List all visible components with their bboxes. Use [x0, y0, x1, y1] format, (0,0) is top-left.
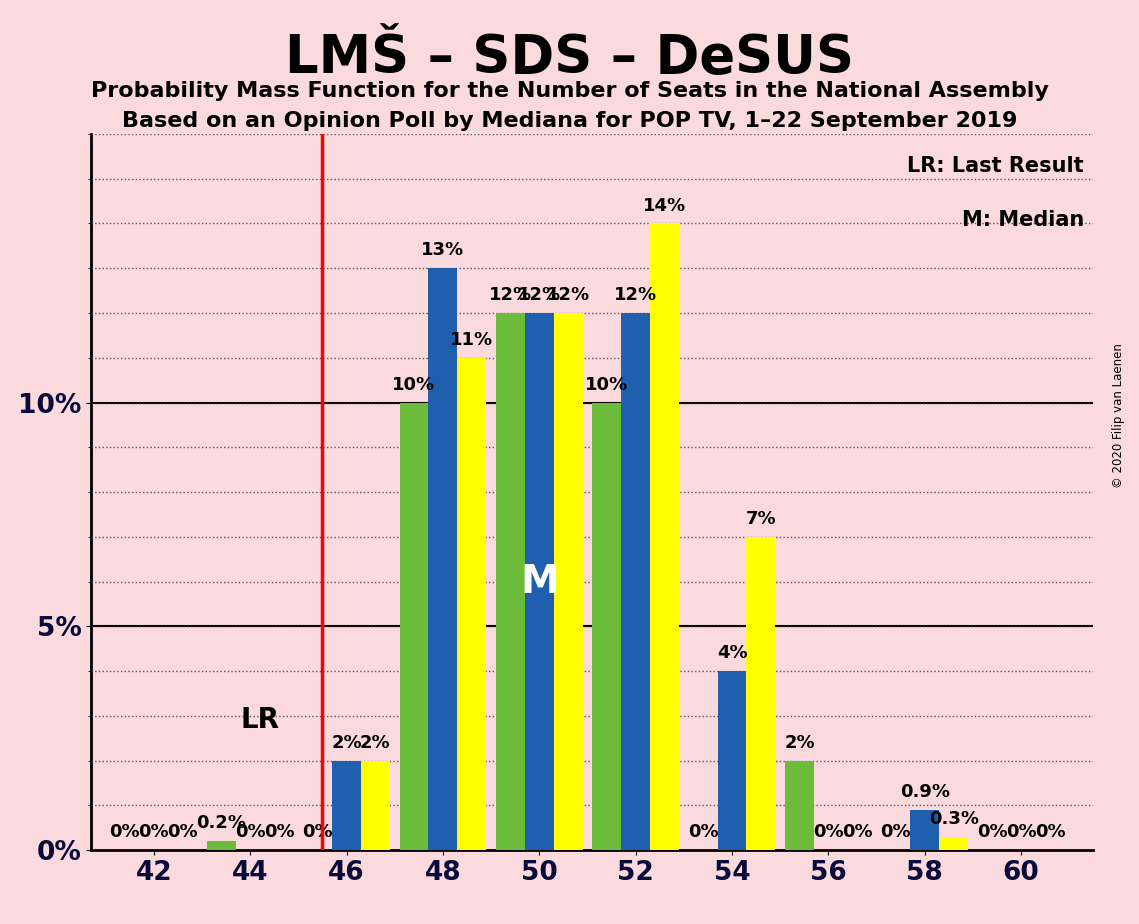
Bar — [525, 313, 554, 850]
Text: 0%: 0% — [1006, 823, 1036, 841]
Bar — [940, 836, 968, 850]
Text: 0%: 0% — [264, 823, 294, 841]
Text: Based on an Opinion Poll by Mediana for POP TV, 1–22 September 2019: Based on an Opinion Poll by Mediana for … — [122, 111, 1017, 131]
Text: 0%: 0% — [813, 823, 844, 841]
Bar — [207, 841, 236, 850]
Bar — [785, 760, 814, 850]
Text: 0%: 0% — [1034, 823, 1065, 841]
Bar — [333, 760, 361, 850]
Text: 13%: 13% — [421, 241, 465, 260]
Text: 12%: 12% — [489, 286, 532, 304]
Text: Probability Mass Function for the Number of Seats in the National Assembly: Probability Mass Function for the Number… — [91, 81, 1048, 102]
Bar — [428, 268, 458, 850]
Text: 12%: 12% — [518, 286, 560, 304]
Text: 0.9%: 0.9% — [900, 783, 950, 801]
Text: 4%: 4% — [716, 644, 747, 663]
Bar — [746, 537, 776, 850]
Bar — [554, 313, 583, 850]
Bar — [400, 403, 428, 850]
Text: 0.2%: 0.2% — [196, 814, 246, 833]
Text: 12%: 12% — [547, 286, 590, 304]
Bar — [910, 809, 940, 850]
Bar — [650, 224, 679, 850]
Text: 12%: 12% — [614, 286, 657, 304]
Text: 10%: 10% — [585, 375, 629, 394]
Text: 0%: 0% — [842, 823, 872, 841]
Text: 0%: 0% — [880, 823, 911, 841]
Bar — [592, 403, 621, 850]
Bar — [621, 313, 650, 850]
Text: © 2020 Filip van Laenen: © 2020 Filip van Laenen — [1112, 344, 1125, 488]
Text: 0%: 0% — [977, 823, 1008, 841]
Text: 0%: 0% — [167, 823, 198, 841]
Text: 2%: 2% — [784, 734, 814, 751]
Text: 0%: 0% — [302, 823, 333, 841]
Text: LR: Last Result: LR: Last Result — [907, 156, 1084, 176]
Text: 10%: 10% — [393, 375, 435, 394]
Text: M: M — [519, 563, 558, 601]
Bar — [361, 760, 390, 850]
Text: M: Median: M: Median — [961, 210, 1084, 230]
Bar — [495, 313, 525, 850]
Text: LMŠ – SDS – DeSUS: LMŠ – SDS – DeSUS — [285, 32, 854, 84]
Text: 7%: 7% — [746, 510, 777, 528]
Text: 2%: 2% — [331, 734, 362, 751]
Text: 14%: 14% — [644, 197, 686, 214]
Text: LR: LR — [240, 706, 279, 734]
Text: 0%: 0% — [109, 823, 140, 841]
Text: 11%: 11% — [450, 331, 493, 349]
Bar — [458, 358, 486, 850]
Text: 0%: 0% — [688, 823, 719, 841]
Bar — [718, 671, 746, 850]
Text: 2%: 2% — [360, 734, 391, 751]
Text: 0.3%: 0.3% — [928, 809, 978, 828]
Text: 0%: 0% — [139, 823, 169, 841]
Text: 0%: 0% — [235, 823, 265, 841]
